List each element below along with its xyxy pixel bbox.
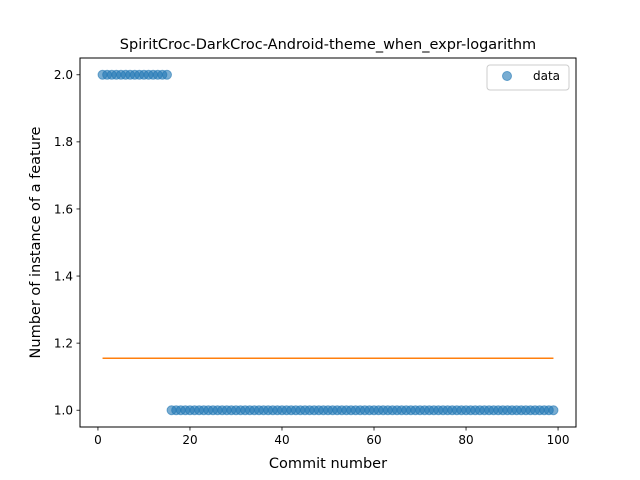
data-point — [548, 405, 559, 416]
y-axis-label: Number of instance of a feature — [28, 126, 44, 358]
x-axis-label: Commit number — [269, 456, 387, 472]
plot-area — [97, 69, 559, 416]
y-tick-label: 1.6 — [54, 202, 73, 216]
y-tick-label: 1.0 — [54, 404, 73, 418]
x-tick-label: 80 — [458, 433, 473, 447]
axis-ticks: 0 20 40 60 80 100 1.0 1.2 1.4 1.6 1.8 2.0 — [54, 68, 570, 447]
y-tick-label: 1.8 — [54, 135, 73, 149]
x-tick-label: 20 — [182, 433, 197, 447]
x-tick-label: 100 — [547, 433, 570, 447]
x-tick-label: 60 — [366, 433, 381, 447]
x-tick-label: 40 — [274, 433, 289, 447]
x-tick-label: 0 — [94, 433, 102, 447]
y-tick-label: 2.0 — [54, 68, 73, 82]
legend-label-data: data — [533, 69, 560, 83]
legend: data — [486, 64, 570, 91]
plot-frame — [79, 57, 577, 428]
y-tick-label: 1.4 — [54, 269, 73, 283]
legend-marker-data — [502, 71, 512, 81]
y-tick-label: 1.2 — [54, 336, 73, 350]
chart-title: SpiritCroc-DarkCroc-Android-theme_when_e… — [120, 37, 536, 53]
data-point — [161, 69, 172, 80]
